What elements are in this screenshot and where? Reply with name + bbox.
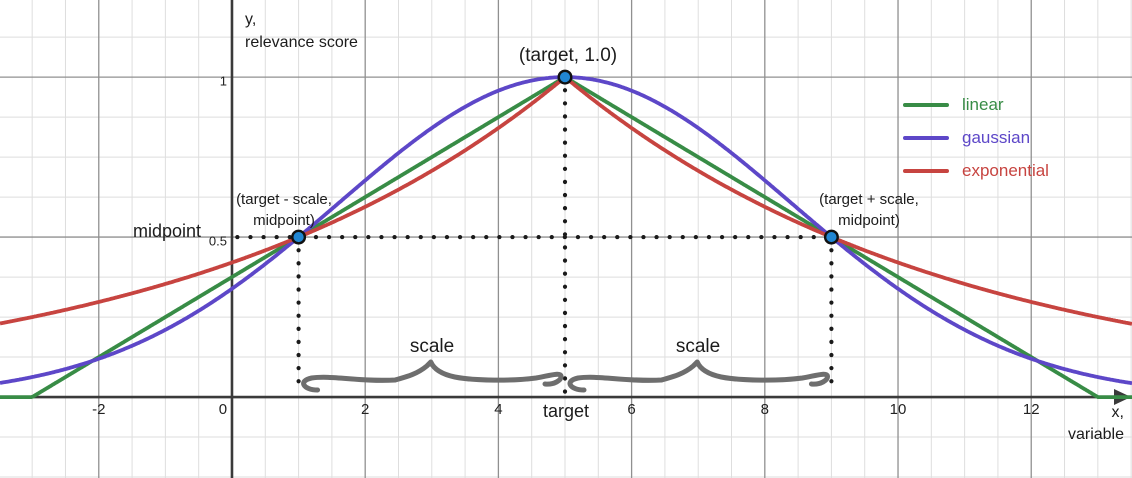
x-axis-label-line2: variable xyxy=(1067,426,1124,443)
x-axis-label-line1: x, xyxy=(1111,404,1124,421)
y-tick-label: 1 xyxy=(219,73,227,89)
x-tick-label: 2 xyxy=(361,401,370,418)
legend-item-gaussian: gaussian xyxy=(903,128,1049,148)
left-point-annotation-line1: (target - scale, xyxy=(236,191,332,208)
legend-item-linear: linear xyxy=(903,95,1049,115)
legend-label-exponential: exponential xyxy=(962,161,1049,180)
legend-label-gaussian: gaussian xyxy=(962,128,1031,147)
legend-swatch-gaussian xyxy=(903,136,949,140)
x-tick-label: -2 xyxy=(92,401,106,418)
scale-label-left: scale xyxy=(409,336,455,357)
right-point-annotation: (target + scale, midpoint) xyxy=(819,189,919,231)
key-point xyxy=(291,229,307,245)
scale-brace-right xyxy=(567,359,830,393)
x-tick-label: 10 xyxy=(889,401,907,418)
peak-point-annotation: (target, 1.0) xyxy=(518,45,618,66)
x-tick-label: 12 xyxy=(1022,401,1040,418)
legend-label-linear: linear xyxy=(962,95,1004,114)
legend-item-exponential: exponential xyxy=(903,161,1049,181)
left-point-annotation-line2: midpoint) xyxy=(253,212,315,229)
legend-swatch-exponential xyxy=(903,169,949,173)
right-point-annotation-line1: (target + scale, xyxy=(819,191,919,208)
key-point xyxy=(557,69,573,85)
x-tick-label: 6 xyxy=(627,401,636,418)
legend: linear gaussian exponential xyxy=(903,95,1049,194)
scale-braces xyxy=(301,359,830,393)
midpoint-axis-label: midpoint xyxy=(132,221,201,241)
y-tick-label: 0.5 xyxy=(208,233,227,249)
x-tick-label: 8 xyxy=(760,401,769,418)
y-axis-label-line1: y, xyxy=(245,11,257,28)
x-tick-label: 0 xyxy=(218,401,228,418)
right-point-annotation-line2: midpoint) xyxy=(838,212,900,229)
key-point xyxy=(823,229,839,245)
target-axis-label: target xyxy=(542,401,590,421)
left-point-annotation: (target - scale, midpoint) xyxy=(236,189,332,231)
y-axis-label-line2: relevance score xyxy=(245,34,358,51)
guide-lines xyxy=(235,75,834,396)
x-axis-label: x, variable xyxy=(1068,402,1124,446)
scale-label-right: scale xyxy=(675,336,721,357)
y-axis-label: y, relevance score xyxy=(245,8,358,54)
legend-swatch-linear xyxy=(903,103,949,107)
x-tick-label: 4 xyxy=(494,401,503,418)
scale-brace-left xyxy=(301,359,564,393)
